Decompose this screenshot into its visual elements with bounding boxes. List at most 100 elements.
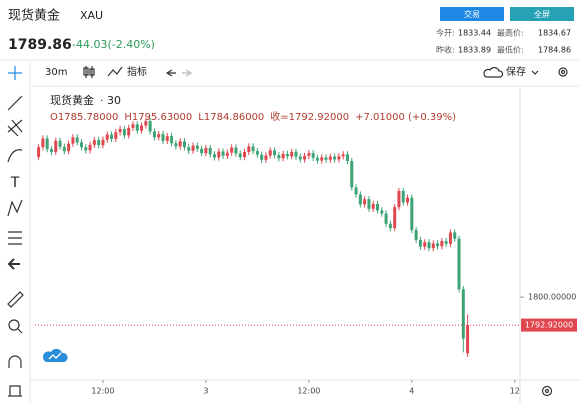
candle-body [448,232,452,244]
stat-value: 1833.89 [458,46,491,55]
candle-body [191,145,195,151]
candle-body [54,140,58,152]
indicator-icon[interactable] [107,66,123,77]
candle-type-button[interactable] [83,66,95,78]
candle-body [324,157,328,160]
candle-body [247,146,251,152]
candle-body [165,136,169,141]
candle-body [285,153,289,157]
candle-body [45,138,49,150]
x-tick-label: 3 [203,387,208,396]
x-tick-label: 4 [409,387,414,396]
x-tick-label: 12 [510,387,520,396]
last-price-label: 1792.92000 [525,321,573,330]
candle-body [195,145,199,149]
crosshair-tool[interactable] [8,66,22,80]
brush-tool[interactable] [7,149,23,163]
fullscreen-button[interactable] [510,7,574,21]
candle-body [148,121,152,132]
candle-body [144,121,148,126]
lock-tool[interactable] [8,385,22,397]
change: -44.03(-2.40%) [72,38,155,51]
candle-body [337,156,341,160]
candle-body [140,125,144,131]
last-price-box [521,318,577,332]
candle-body [37,147,41,158]
candle-body [440,241,444,247]
save-dropdown[interactable] [531,70,539,75]
candle-body [401,190,405,203]
candle-body [277,155,281,159]
candle-body [251,146,255,152]
candle-body [221,151,225,156]
candle-body [67,143,71,152]
candle-body [174,143,178,147]
candle-body [225,152,229,156]
candle-body [260,154,264,160]
candle-body [182,141,186,148]
trade-button[interactable] [440,7,504,21]
candle-body [41,138,45,148]
stat-label: 最低价: [497,45,524,55]
candle-body [388,223,392,229]
indicator-button[interactable]: 指标 [127,65,147,78]
candle-body [268,150,272,156]
candle-body [358,194,362,205]
back-tool[interactable] [7,258,20,270]
x-tick-label: 12:00 [91,387,114,396]
candle-body [135,124,139,131]
legend-item: H1795.63000 [124,112,192,123]
pattern-tool[interactable] [7,199,23,217]
logo [42,348,68,362]
stat-label: 今开: [436,28,455,38]
candle-body [380,210,384,214]
candle-body [363,199,367,205]
candle-body [461,289,465,339]
trade-button-label[interactable]: 交易 [464,9,480,19]
candle-body [62,146,66,152]
candle-body [406,197,410,203]
candle-body [466,325,470,354]
candle-body [307,153,311,156]
chart-settings[interactable] [541,385,553,397]
magnet-tool[interactable] [8,355,22,368]
legend-item: L1784.86000 [198,112,264,123]
legend-item: O1785.78000 [50,112,118,123]
candle-body [354,187,358,195]
fib-tool[interactable] [7,119,23,137]
candle-body [281,153,285,159]
candle-body [384,213,388,224]
price: 1789.86 [8,37,72,53]
redo[interactable] [182,69,193,77]
candle-body [84,147,88,151]
candle-body [122,129,126,136]
symbol: XAU [80,9,103,22]
candle-body [298,156,302,160]
cloud-icon[interactable] [483,67,504,78]
candle-body [345,154,349,161]
candle-body [423,242,427,247]
stat-value: 1834.67 [538,29,571,38]
ruler-tool[interactable] [7,291,24,308]
line-tool[interactable] [7,95,23,111]
zoom-tool[interactable] [8,319,23,334]
undo[interactable] [165,69,176,77]
measure-tool[interactable] [8,231,22,245]
candle-body [376,204,380,211]
text-tool[interactable]: T [10,175,20,191]
candle-body [75,137,79,143]
fullscreen-button-label[interactable]: 全屏 [534,9,550,19]
candle-body [217,151,221,158]
candle-body [200,148,204,154]
candle-body [105,134,109,140]
settings-button[interactable] [558,67,568,77]
candle-body [208,147,212,155]
logo-mark [48,352,62,360]
legend-dot: · [100,94,104,107]
candle-body [101,139,105,146]
interval-button[interactable]: 30m [45,67,67,78]
save-button[interactable]: 保存 [506,65,526,78]
stat-value: 1833.44 [458,29,491,38]
candle-body [212,154,216,158]
